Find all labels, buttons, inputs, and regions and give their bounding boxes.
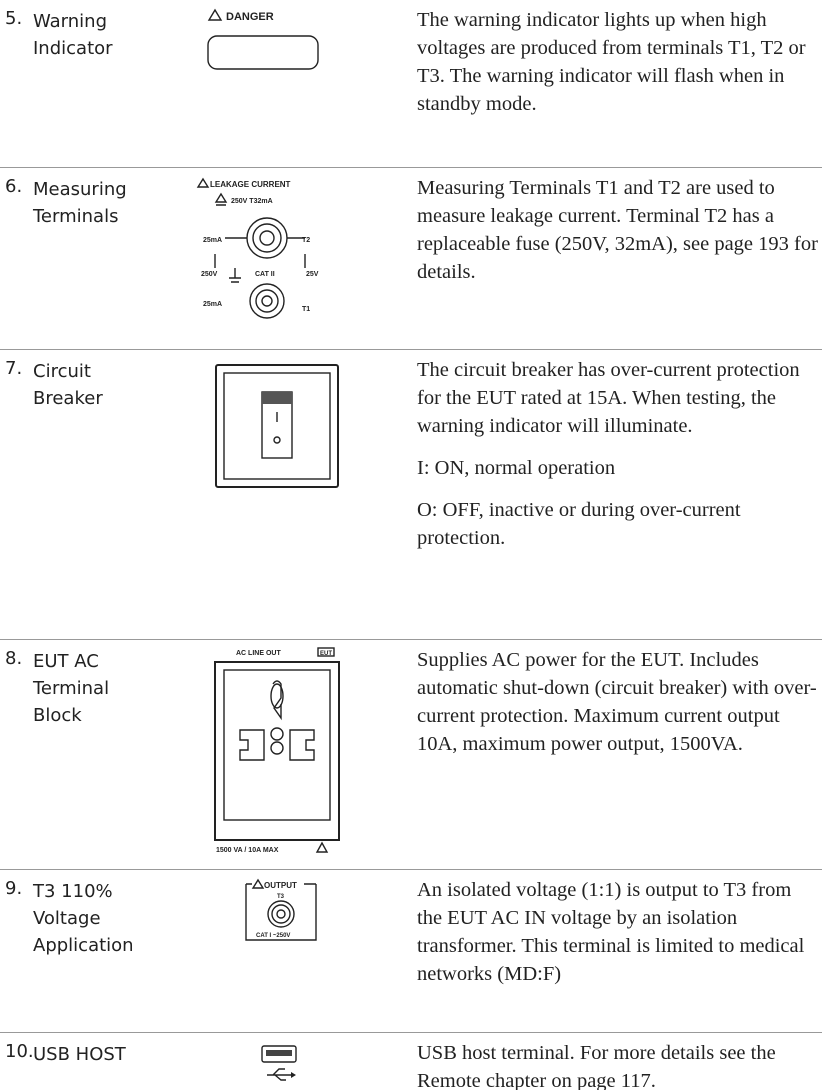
usb-icon <box>261 1045 297 1081</box>
terminal-icon: LEAKAGE CURRENT 250V T32mA 25mA T2 250V … <box>196 177 319 319</box>
icon-label: T3 <box>277 894 285 900</box>
item-number: 6. <box>5 176 23 197</box>
item-number: 8. <box>5 648 23 669</box>
icon-shape <box>261 1045 297 1063</box>
icon-label: LEAKAGE CURRENT <box>210 180 291 189</box>
icon-label: CAT I ~250V <box>256 933 290 939</box>
item-number: 5. <box>5 8 23 29</box>
description: An isolated voltage (1:1) is output to T… <box>417 876 819 1002</box>
item-name: T3 110% Voltage Application <box>33 881 134 956</box>
paragraph: O: OFF, inactive or during over-current … <box>417 499 741 549</box>
icon-shape <box>266 1050 292 1056</box>
description: The warning indicator lights up when hig… <box>417 6 819 132</box>
socket-icon: AC LINE OUT EUT 1500 VA / 10A MAX <box>214 647 340 854</box>
icon-label: 250V <box>201 271 218 278</box>
item-number: 10. <box>5 1041 34 1062</box>
icon-shape <box>214 661 340 841</box>
icon-label: OUTPUT <box>264 881 297 890</box>
icon-label: DANGER <box>226 11 274 23</box>
paragraph: Measuring Terminals T1 and T2 are used t… <box>417 177 818 283</box>
item-number: 7. <box>5 358 23 379</box>
item-name: Circuit Breaker <box>33 361 103 409</box>
icon-shape <box>267 1068 291 1081</box>
icon-shape <box>276 909 286 919</box>
icon-label: 250V T32mA <box>231 198 273 205</box>
item-number: 9. <box>5 878 23 899</box>
description: Measuring Terminals T1 and T2 are used t… <box>417 174 819 300</box>
row: 6. Measuring Terminals LEAKAGE CURRENT 2… <box>0 168 822 350</box>
icon-shape <box>215 364 339 488</box>
icon-label: CAT II <box>255 271 275 278</box>
item-name: EUT AC Terminal Block <box>33 651 110 726</box>
icon-shape <box>223 669 331 821</box>
paragraph: The warning indicator lights up when hig… <box>417 9 806 115</box>
breaker-icon <box>215 364 339 488</box>
icon-shape <box>261 295 273 307</box>
icon-shape <box>223 372 331 480</box>
output-icon: OUTPUT T3 CAT I ~250V <box>245 878 317 941</box>
icon-shape <box>315 841 329 853</box>
row: 8. EUT AC Terminal Block AC LINE OUT EUT… <box>0 640 822 870</box>
icon-label: 25V <box>306 271 319 278</box>
icon-shape <box>270 683 284 709</box>
row: 9. T3 110% Voltage Application OUTPUT T3… <box>0 870 822 1033</box>
item-name: USB HOST <box>33 1044 126 1065</box>
icon-shape <box>207 8 223 21</box>
icon-label: T1 <box>302 306 310 313</box>
icon-label: 1500 VA / 10A MAX <box>216 847 279 854</box>
paragraph: USB host terminal. For more details see … <box>417 1042 776 1090</box>
icon-shape <box>255 289 279 313</box>
icon-shape <box>273 436 281 444</box>
paragraph: I: ON, normal operation <box>417 457 616 479</box>
description: Supplies AC power for the EUT. Includes … <box>417 646 819 772</box>
description: The circuit breaker has over-current pro… <box>417 356 819 566</box>
description: USB host terminal. For more details see … <box>417 1039 819 1090</box>
icon-shape <box>317 647 335 657</box>
icon-shape <box>196 177 210 188</box>
icon-shape <box>271 904 291 924</box>
icon-shape <box>270 741 284 755</box>
icon-shape <box>272 680 282 721</box>
icon-label: AC LINE OUT <box>236 650 281 657</box>
paragraph: Supplies AC power for the EUT. Includes … <box>417 649 817 755</box>
danger-icon: DANGER <box>207 8 319 70</box>
paragraph: An isolated voltage (1:1) is output to T… <box>417 879 805 985</box>
icon-label: 25mA <box>203 301 222 308</box>
row: 5. Warning Indicator DANGER The warning … <box>0 0 822 168</box>
item-name: Measuring Terminals <box>33 179 127 227</box>
icon-shape <box>270 727 284 741</box>
icon-shape <box>239 729 315 761</box>
icon-shape <box>249 283 285 319</box>
icon-shape <box>252 223 282 253</box>
icon-shape <box>291 1072 296 1078</box>
paragraph: The circuit breaker has over-current pro… <box>417 359 800 437</box>
icon-shape <box>245 883 317 941</box>
icon-shape <box>259 230 275 246</box>
icon-shape <box>207 35 319 70</box>
row: 10. USB HOST USB host terminal. For more… <box>0 1033 822 1090</box>
row: 7. Circuit Breaker The circuit breaker h… <box>0 350 822 640</box>
item-name: Warning Indicator <box>33 11 113 59</box>
icon-shape <box>267 900 295 928</box>
icon-shape <box>251 878 265 889</box>
icon-label: T2 <box>302 237 310 244</box>
icon-shape <box>262 392 292 404</box>
icon-shape <box>214 192 228 206</box>
icon-shape <box>214 237 306 283</box>
icon-label: EUT <box>320 651 332 657</box>
icon-label: 25mA <box>203 237 222 244</box>
